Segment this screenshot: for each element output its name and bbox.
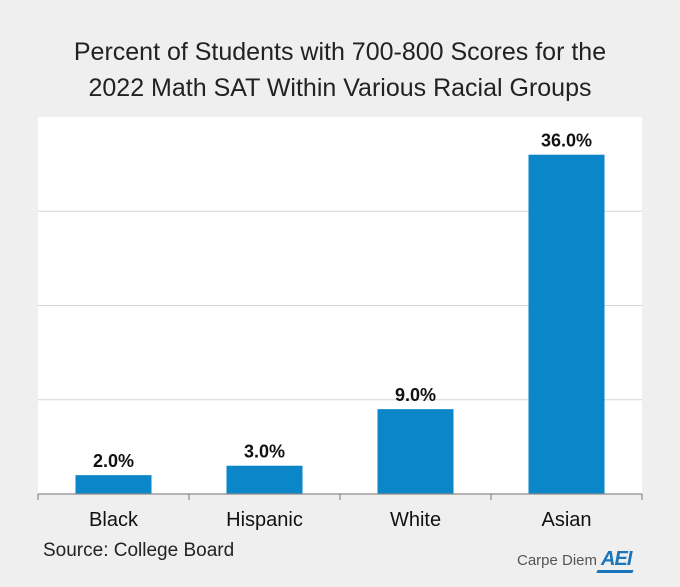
chart-title-line-1: Percent of Students with 700-800 Scores … [73,38,607,66]
x-tick-label: Hispanic [226,509,303,531]
x-tick-label: White [390,509,441,531]
chart-title: Percent of Students with 700-800 Scores … [0,34,680,106]
x-tick-label: Asian [541,509,591,531]
source-note: Source: College Board [43,540,235,561]
chart-title-line-2: 2022 Math SAT Within Various Racial Grou… [88,74,592,102]
data-label: 36.0% [541,131,592,151]
bar-white [377,409,454,494]
brand-text: Carpe Diem [517,551,598,569]
data-label: 2.0% [93,451,134,471]
bar-black [75,475,152,494]
bar-asian [528,154,605,494]
bar-hispanic [226,465,303,494]
data-label: 3.0% [244,442,285,462]
x-tick-label: Black [89,509,139,531]
brand: Carpe Diem AEI [517,547,632,573]
data-label: 9.0% [395,385,436,405]
aei-logo: AEI [601,548,632,573]
